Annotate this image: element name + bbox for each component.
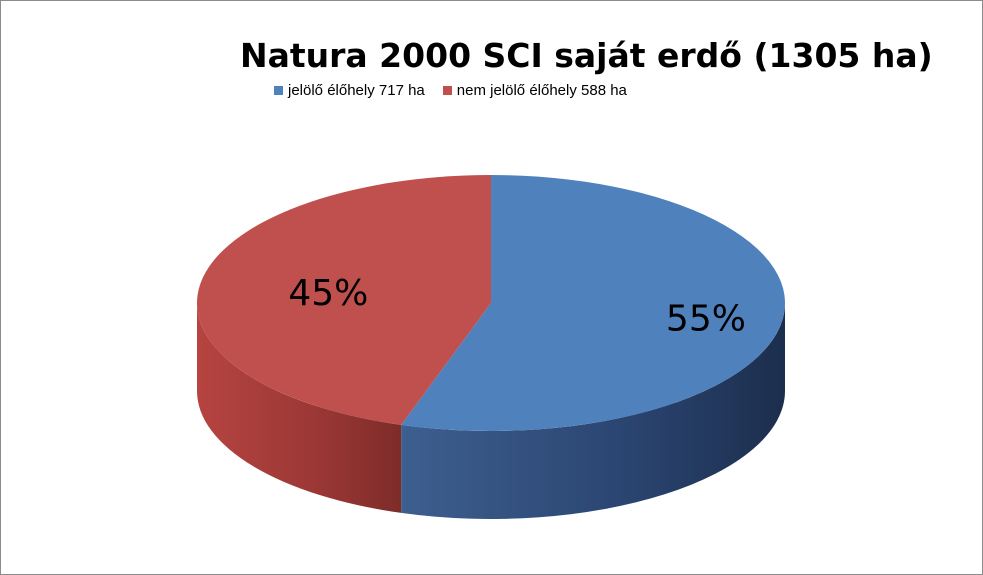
legend-label-nem-jelolo: nem jelölő élőhely 588 ha [456,82,627,99]
legend: jelölő élőhely 717 ha nem jelölő élőhely… [274,82,645,99]
legend-swatch-jelolo [274,86,283,95]
legend-swatch-nem-jelolo [442,86,452,95]
pie-slice-nem-jelolo [197,175,491,425]
pie-side-nem-jelolo [197,303,402,513]
pie-label-jelolo: 55% [666,299,746,340]
pie-side-jelolo [401,303,785,519]
legend-label-jelolo: jelölő élőhely 717 ha [288,82,425,99]
legend-item-jelolo: jelölő élőhely 717 ha [274,82,425,99]
pie-label-nem-jelolo: 45% [288,273,368,314]
legend-item-nem-jelolo: nem jelölő élőhely 588 ha [442,82,627,99]
pie-slice-jelolo [401,175,786,431]
chart-title: Natura 2000 SCI saját erdő (1305 ha) [240,36,933,75]
